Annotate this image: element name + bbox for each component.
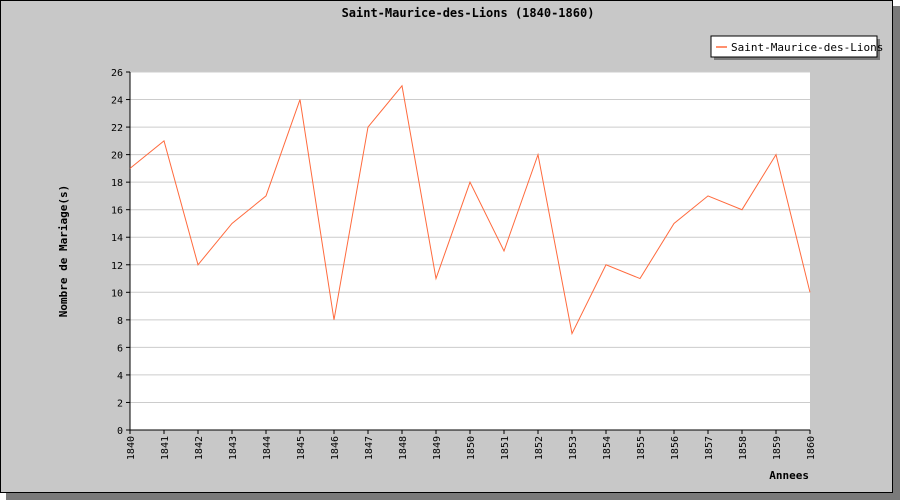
- x-tick-label: 1855: [636, 436, 647, 460]
- y-tick-label: 18: [111, 178, 123, 189]
- y-axis-label: Nombre de Mariage(s): [57, 185, 70, 317]
- y-tick-label: 16: [111, 206, 123, 217]
- y-tick-label: 22: [111, 123, 123, 134]
- y-tick-label: 2: [117, 398, 123, 409]
- x-tick-label: 1853: [568, 436, 579, 460]
- x-ticks: 1840 1841 1842 1843 1844 1845 1846 1847 1848 1849…: [126, 430, 817, 460]
- x-tick-label: 1850: [466, 436, 477, 460]
- x-tick-label: 1842: [194, 436, 205, 460]
- x-tick-label: 1851: [500, 436, 511, 460]
- x-tick-label: 1860: [806, 436, 817, 460]
- x-tick-label: 1852: [534, 436, 545, 460]
- y-tick-label: 14: [111, 233, 123, 244]
- x-axis-label: Annees: [769, 469, 809, 482]
- x-tick-label: 1840: [126, 436, 137, 460]
- plot-area: [130, 72, 810, 430]
- x-tick-label: 1841: [160, 436, 171, 460]
- x-tick-label: 1844: [262, 436, 273, 460]
- chart-title: Saint-Maurice-des-Lions (1840-1860): [342, 6, 595, 20]
- y-tick-label: 0: [117, 426, 123, 437]
- x-tick-label: 1845: [296, 436, 307, 460]
- y-tick-label: 10: [111, 288, 123, 299]
- x-tick-label: 1847: [364, 436, 375, 460]
- x-tick-label: 1843: [228, 436, 239, 460]
- y-tick-label: 8: [117, 316, 123, 327]
- series-line: [129, 84, 811, 336]
- y-tick-label: 20: [111, 151, 123, 162]
- x-tick-label: 1856: [670, 436, 681, 460]
- x-tick-label: 1848: [398, 436, 409, 460]
- x-tick-label: 1849: [432, 436, 443, 460]
- y-tick-label: 6: [117, 343, 123, 354]
- legend-label: Saint-Maurice-des-Lions: [731, 41, 883, 54]
- x-tick-label: 1857: [704, 436, 715, 460]
- y-tick-label: 24: [111, 96, 123, 107]
- x-tick-label: 1858: [738, 436, 749, 460]
- frame-shadow-bottom: [6, 493, 900, 500]
- x-tick-label: 1846: [330, 436, 341, 460]
- gridlines: [130, 71, 810, 403]
- y-tick-label: 4: [117, 371, 123, 382]
- frame-shadow-right: [893, 6, 900, 500]
- y-tick-label: 12: [111, 261, 123, 272]
- x-tick-label: 1859: [772, 436, 783, 460]
- legend-box: [710, 35, 878, 58]
- y-tick-label: 26: [111, 68, 123, 79]
- x-tick-label: 1854: [602, 436, 613, 460]
